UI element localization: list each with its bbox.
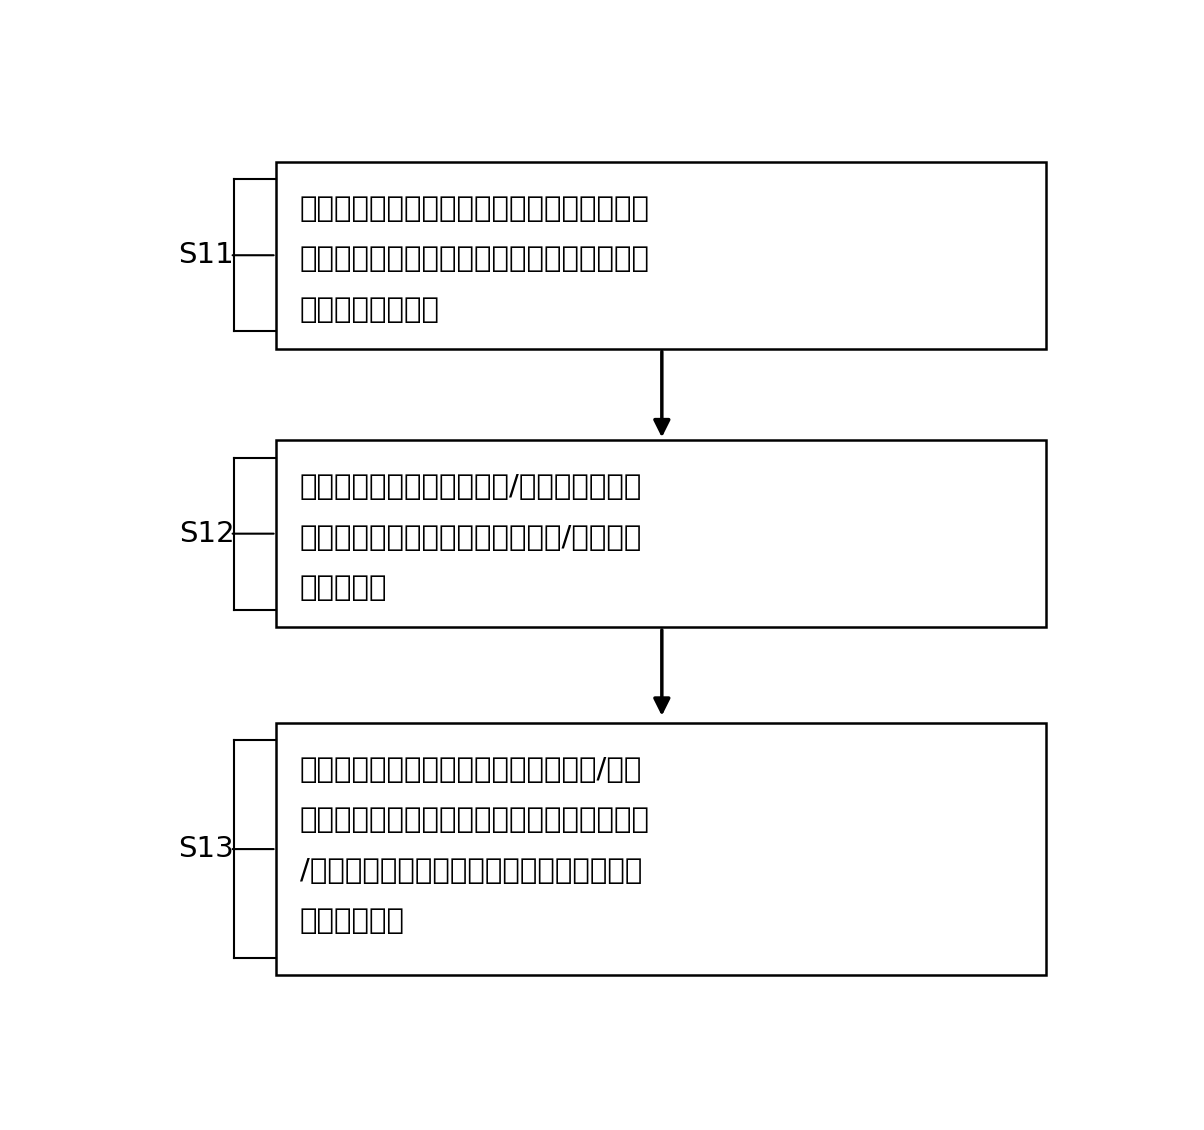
Text: 调度的目标函数；: 调度的目标函数； — [300, 296, 439, 323]
Text: 平性函数和航班优先权函数，建立航班进离场: 平性函数和航班优先权函数，建立航班进离场 — [300, 245, 650, 273]
Text: 降时间窗约束、起降安全时间间隔约束、机场: 降时间窗约束、起降安全时间间隔约束、机场 — [300, 807, 650, 834]
Text: S12: S12 — [178, 520, 235, 548]
Text: 综合考虑延误总成本函数、各航班延误损失公: 综合考虑延误总成本函数、各航班延误损失公 — [300, 194, 650, 223]
Text: S11: S11 — [178, 241, 235, 269]
Text: S13: S13 — [178, 835, 235, 863]
Text: 容量约束；: 容量约束； — [300, 574, 388, 602]
Text: 束、起降安全时间间隔约束、机场/跑道航班: 束、起降安全时间间隔约束、机场/跑道航班 — [300, 523, 642, 551]
Bar — [277, 440, 1046, 627]
Bar — [277, 162, 1046, 349]
Text: /跑道航班容量约束建立航班进离场调度的函: /跑道航班容量约束建立航班进离场调度的函 — [300, 857, 642, 885]
Text: 根据机场运作规律提出最早/晚起降时间窗约: 根据机场运作规律提出最早/晚起降时间窗约 — [300, 473, 642, 502]
Bar — [277, 723, 1046, 975]
Text: 结合航班进离场调度的目标函数及最早/晚起: 结合航班进离场调度的目标函数及最早/晚起 — [300, 756, 642, 784]
Text: 数优化模型。: 数优化模型。 — [300, 907, 405, 936]
